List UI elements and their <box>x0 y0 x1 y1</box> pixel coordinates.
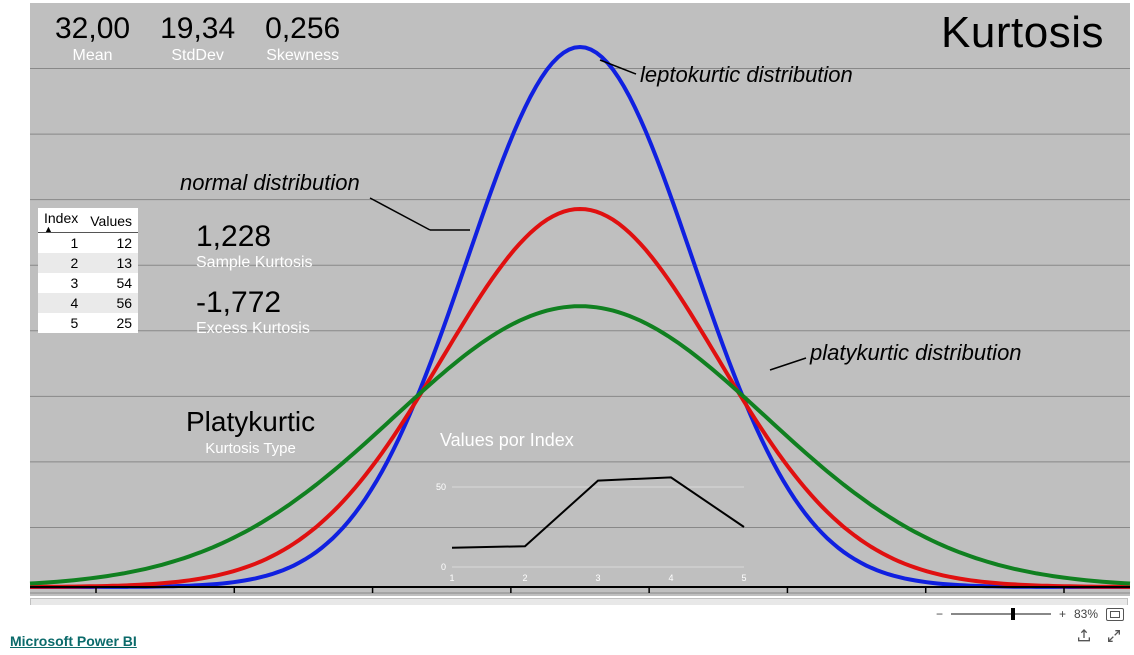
zoom-slider[interactable] <box>951 613 1051 615</box>
annotation-platykurtic: platykurtic distribution <box>810 340 1022 366</box>
svg-text:50: 50 <box>436 482 446 492</box>
table-row[interactable]: 354 <box>38 273 138 293</box>
kpi-stddev-label: StdDev <box>160 47 235 65</box>
kpi-excess-kurtosis-value: -1,772 <box>196 286 313 320</box>
kpi-stddev-value: 19,34 <box>160 12 235 45</box>
kpi-skewness: 0,256 Skewness <box>265 12 340 65</box>
table-header-values[interactable]: Values <box>84 208 138 233</box>
kpi-sample-kurtosis: 1,228 Sample Kurtosis <box>196 220 313 272</box>
data-table[interactable]: Index ▲ Values 112213354456525 <box>38 208 138 333</box>
kpi-skewness-label: Skewness <box>265 47 340 65</box>
powerbi-link[interactable]: Microsoft Power BI <box>10 633 137 649</box>
table-cell: 1 <box>38 233 84 254</box>
svg-text:0: 0 <box>441 562 446 572</box>
annotation-normal: normal distribution <box>180 170 360 196</box>
kpi-mean-label: Mean <box>55 47 130 65</box>
corner-action-icons <box>1076 628 1122 649</box>
svg-text:1: 1 <box>449 573 454 583</box>
share-icon[interactable] <box>1076 628 1092 649</box>
table-cell: 13 <box>84 253 138 273</box>
kpi-sample-kurtosis-value: 1,228 <box>196 220 313 254</box>
kpi-stddev: 19,34 StdDev <box>160 12 235 65</box>
annotation-leptokurtic: leptokurtic distribution <box>640 62 853 88</box>
svg-text:5: 5 <box>741 573 746 583</box>
svg-text:3: 3 <box>595 573 600 583</box>
zoom-in-button[interactable]: + <box>1059 607 1066 621</box>
kpi-kurtosis-type: Platykurtic Kurtosis Type <box>186 406 315 457</box>
table-cell: 25 <box>84 313 138 333</box>
table-row[interactable]: 456 <box>38 293 138 313</box>
fullscreen-icon[interactable] <box>1106 628 1122 649</box>
kpi-mean: 32,00 Mean <box>55 12 130 65</box>
svg-text:2: 2 <box>522 573 527 583</box>
mini-chart[interactable]: 0 50 1 2 3 4 5 <box>430 465 750 585</box>
kpi-column-left: 1,228 Sample Kurtosis -1,772 Excess Kurt… <box>196 220 313 352</box>
kpi-row-top: 32,00 Mean 19,34 StdDev 0,256 Skewness <box>55 12 340 65</box>
table-header-values-label: Values <box>90 213 132 229</box>
report-canvas: Kurtosis 32,00 Mean 19,34 StdDev 0,256 S… <box>0 0 1134 600</box>
table-cell: 54 <box>84 273 138 293</box>
table-row[interactable]: 213 <box>38 253 138 273</box>
kpi-excess-kurtosis-label: Excess Kurtosis <box>196 320 313 338</box>
kpi-excess-kurtosis: -1,772 Excess Kurtosis <box>196 286 313 338</box>
zoom-out-button[interactable]: − <box>936 607 943 621</box>
chart-axes <box>30 587 1130 593</box>
mini-chart-title: Values por Index <box>440 430 574 451</box>
table-cell: 4 <box>38 293 84 313</box>
mini-chart-line <box>452 477 744 547</box>
kpi-skewness-value: 0,256 <box>265 12 340 45</box>
kpi-mean-value: 32,00 <box>55 12 130 45</box>
kpi-kurtosis-type-label: Kurtosis Type <box>186 440 315 457</box>
table-cell: 56 <box>84 293 138 313</box>
table-cell: 3 <box>38 273 84 293</box>
table-cell: 12 <box>84 233 138 254</box>
fit-to-page-icon[interactable] <box>1106 608 1124 621</box>
kpi-sample-kurtosis-label: Sample Kurtosis <box>196 254 313 272</box>
page-title: Kurtosis <box>941 8 1104 58</box>
table-cell: 5 <box>38 313 84 333</box>
table-row[interactable]: 112 <box>38 233 138 254</box>
footer-bar: − + 83% Microsoft Power BI <box>0 605 1134 655</box>
sort-ascending-icon: ▲ <box>44 226 78 232</box>
zoom-controls: − + 83% <box>936 607 1124 621</box>
zoom-slider-thumb[interactable] <box>1011 608 1015 620</box>
annotation-leader-lines <box>370 60 806 370</box>
table-cell: 2 <box>38 253 84 273</box>
kpi-kurtosis-type-value: Platykurtic <box>186 406 315 438</box>
table-header-index[interactable]: Index ▲ <box>38 208 84 233</box>
zoom-percentage[interactable]: 83% <box>1074 607 1098 621</box>
svg-text:4: 4 <box>668 573 673 583</box>
table-row[interactable]: 525 <box>38 313 138 333</box>
